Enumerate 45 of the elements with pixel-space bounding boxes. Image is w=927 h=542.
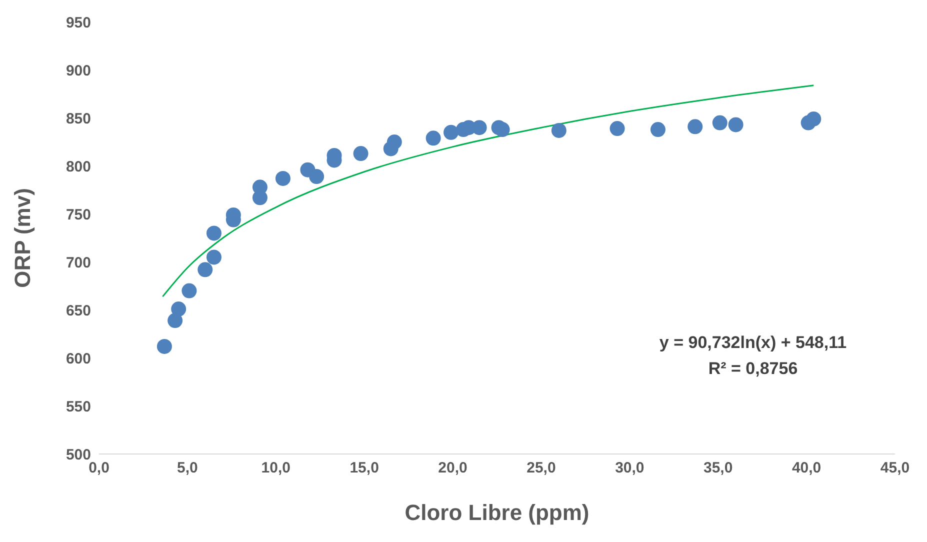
y-axis-title: ORP (mv) xyxy=(10,188,35,288)
y-tick-label: 750 xyxy=(66,206,91,224)
y-tick-label: 800 xyxy=(66,158,91,176)
x-tick-label: 15,0 xyxy=(350,460,379,477)
y-tick-label: 650 xyxy=(66,302,91,320)
x-axis-title: Cloro Libre (ppm) xyxy=(404,500,590,525)
x-tick-label: 35,0 xyxy=(704,460,733,477)
y-tick-label: 950 xyxy=(66,14,91,32)
point xyxy=(353,146,368,162)
annotation: y = 90,732ln(x) + 548,11 xyxy=(658,332,848,354)
point xyxy=(206,226,222,241)
point xyxy=(610,121,625,136)
point xyxy=(386,134,402,150)
x-tick-label: 5,0 xyxy=(177,460,198,477)
point xyxy=(712,115,728,130)
point xyxy=(728,117,744,132)
point xyxy=(171,302,186,317)
x-tick-label: 40,0 xyxy=(792,460,822,477)
point xyxy=(806,111,822,126)
x-tick-label: 30,0 xyxy=(615,460,644,477)
y-tick-label: 700 xyxy=(66,254,91,272)
y-tick-label: 550 xyxy=(66,398,91,416)
x-tick-label: 25,0 xyxy=(526,460,556,477)
x-tick-label: 45,0 xyxy=(880,460,910,477)
y-tick-label: 900 xyxy=(66,62,91,80)
point xyxy=(206,250,222,265)
annotation: R² = 0,8756 xyxy=(707,358,799,380)
x-tick-label: 0,0 xyxy=(88,460,110,477)
point xyxy=(551,122,566,138)
point xyxy=(494,122,510,138)
point xyxy=(275,170,290,186)
y-tick-label: 500 xyxy=(66,446,91,464)
point xyxy=(650,122,666,138)
y-tick-label: 850 xyxy=(66,110,91,128)
point xyxy=(198,262,213,278)
point xyxy=(182,283,197,298)
point xyxy=(426,130,441,146)
x-tick-label: 20,0 xyxy=(438,460,468,477)
point xyxy=(444,124,459,140)
point xyxy=(156,338,172,354)
point xyxy=(309,169,324,184)
point xyxy=(688,119,703,134)
y-tick-label: 600 xyxy=(66,350,91,368)
line-series xyxy=(162,84,814,298)
x-tick-label: 10,0 xyxy=(261,460,290,477)
